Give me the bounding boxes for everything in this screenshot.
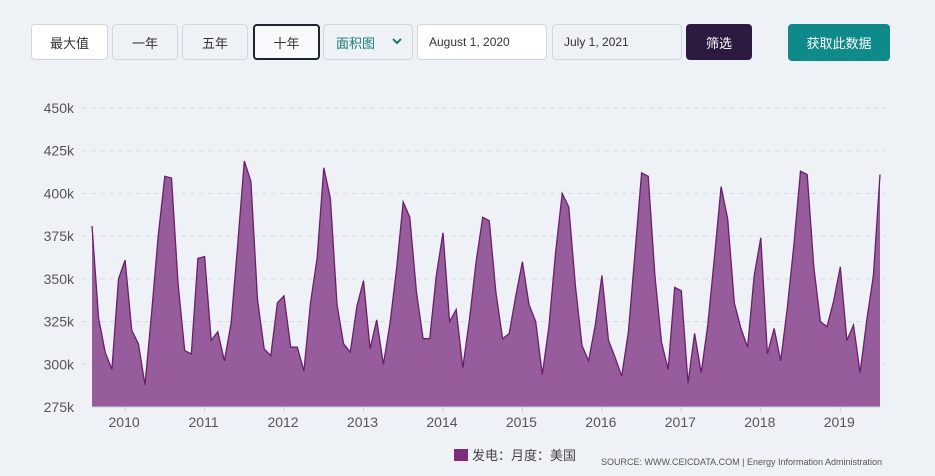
y-tick-label: 450k bbox=[44, 100, 75, 116]
legend-label: 发电：月度：美国 bbox=[472, 448, 577, 463]
series-area[interactable] bbox=[92, 161, 880, 407]
chart-legend[interactable]: 发电：月度：美国 bbox=[454, 445, 576, 464]
get-data-button[interactable]: 获取此数据 bbox=[788, 24, 890, 61]
chart-source: SOURCE: WWW.CEICDATA.COM | Energy Inform… bbox=[601, 457, 883, 467]
range-10y-button[interactable]: 十年 bbox=[253, 24, 320, 60]
filter-button[interactable]: 筛选 bbox=[686, 24, 752, 60]
chart-type-select[interactable]: 面积图 bbox=[323, 24, 413, 60]
y-tick-label: 375k bbox=[44, 228, 75, 244]
x-tick-label: 2019 bbox=[824, 414, 855, 430]
range-5y-button[interactable]: 五年 bbox=[182, 24, 248, 60]
chart-area bbox=[91, 160, 881, 408]
end-date-input[interactable]: July 1, 2021 bbox=[552, 24, 682, 60]
series-line bbox=[91, 160, 881, 385]
x-tick-label: 2013 bbox=[347, 414, 378, 430]
x-tick-label: 2012 bbox=[267, 414, 298, 430]
range-1y-button[interactable]: 一年 bbox=[112, 24, 178, 60]
x-tick-label: 2015 bbox=[506, 414, 537, 430]
y-tick-label: 400k bbox=[44, 185, 75, 201]
x-tick-label: 2016 bbox=[585, 414, 616, 430]
x-tick-label: 2014 bbox=[426, 414, 457, 430]
chart-type-value: 面积图 bbox=[336, 35, 376, 51]
chevron-down-icon bbox=[392, 38, 402, 45]
x-tick-label: 2018 bbox=[744, 414, 775, 430]
y-axis-ticks: 275k 300k 325k 350k 375k 400k 425k 450k bbox=[44, 100, 75, 415]
y-tick-label: 325k bbox=[44, 314, 75, 330]
x-tick-label: 2017 bbox=[665, 414, 696, 430]
y-tick-label: 425k bbox=[44, 143, 75, 159]
y-tick-label: 275k bbox=[44, 399, 75, 415]
start-date-input[interactable]: August 1, 2020 bbox=[417, 24, 547, 60]
x-axis-ticks: 2010 2011 2012 2013 2014 2015 2016 2017 2018 2019 bbox=[109, 407, 855, 430]
x-tick-label: 2010 bbox=[109, 414, 140, 430]
range-max-button[interactable]: 最大值 bbox=[31, 24, 108, 60]
legend-swatch bbox=[454, 448, 468, 461]
y-tick-label: 350k bbox=[44, 271, 75, 287]
x-tick-label: 2011 bbox=[189, 414, 219, 430]
y-tick-label: 300k bbox=[44, 356, 75, 372]
